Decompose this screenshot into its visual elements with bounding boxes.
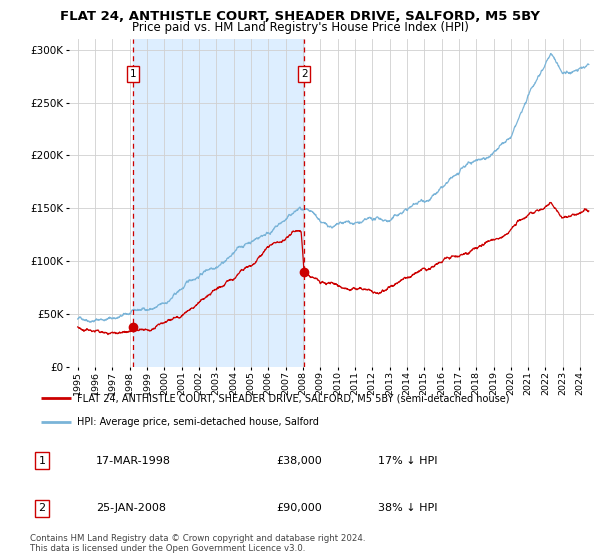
Text: FLAT 24, ANTHISTLE COURT, SHEADER DRIVE, SALFORD, M5 5BY (semi-detached house): FLAT 24, ANTHISTLE COURT, SHEADER DRIVE,…	[77, 393, 509, 403]
Text: 17-MAR-1998: 17-MAR-1998	[96, 456, 171, 465]
Bar	[133, 39, 304, 367]
Text: Price paid vs. HM Land Registry's House Price Index (HPI): Price paid vs. HM Land Registry's House …	[131, 21, 469, 34]
Text: £38,000: £38,000	[276, 456, 322, 465]
Text: 1: 1	[130, 69, 137, 79]
Text: 2: 2	[301, 69, 307, 79]
Text: 38% ↓ HPI: 38% ↓ HPI	[378, 503, 437, 513]
Text: Contains HM Land Registry data © Crown copyright and database right 2024.
This d: Contains HM Land Registry data © Crown c…	[30, 534, 365, 553]
Text: FLAT 24, ANTHISTLE COURT, SHEADER DRIVE, SALFORD, M5 5BY: FLAT 24, ANTHISTLE COURT, SHEADER DRIVE,…	[60, 10, 540, 22]
Text: £90,000: £90,000	[276, 503, 322, 513]
Text: 25-JAN-2008: 25-JAN-2008	[96, 503, 166, 513]
Text: 2: 2	[38, 503, 46, 513]
Text: 1: 1	[38, 456, 46, 465]
Text: 17% ↓ HPI: 17% ↓ HPI	[378, 456, 437, 465]
Text: HPI: Average price, semi-detached house, Salford: HPI: Average price, semi-detached house,…	[77, 417, 319, 427]
